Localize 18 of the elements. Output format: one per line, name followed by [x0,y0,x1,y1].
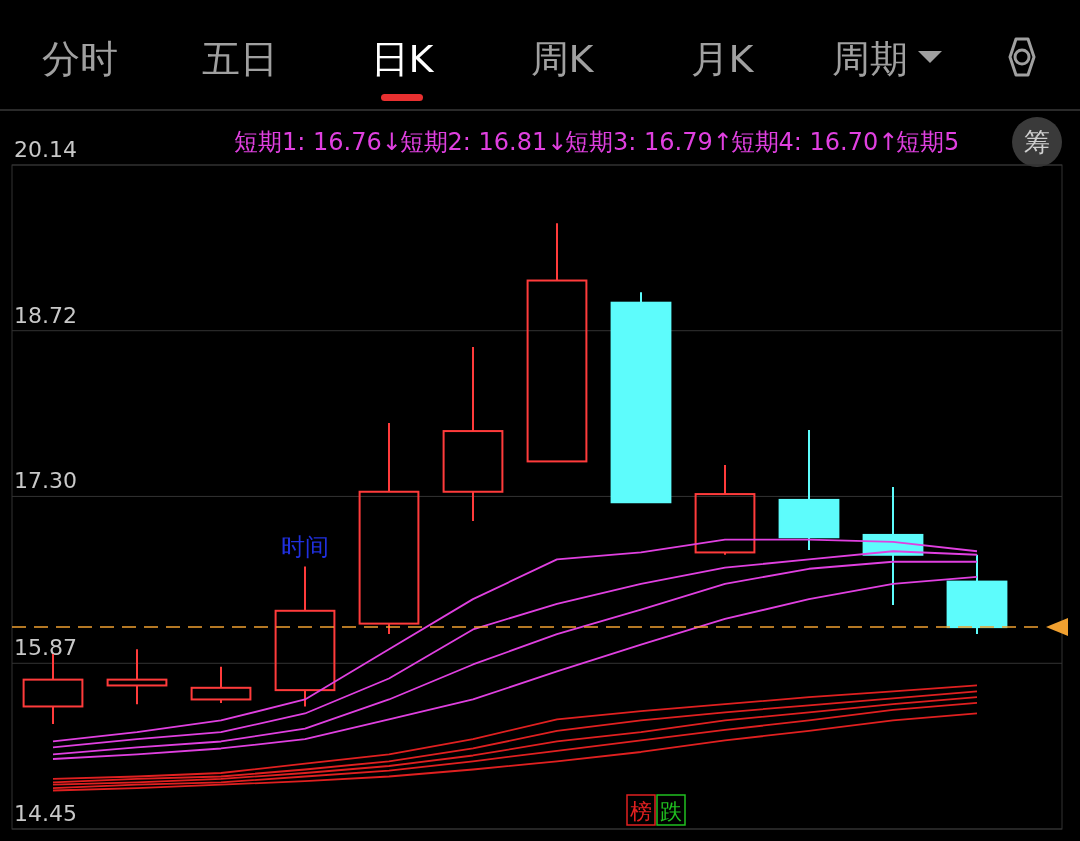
text: 周K [530,37,595,81]
text: 日K [370,37,435,81]
annotation: 时间 [281,533,329,561]
y-tick-label: 15.87 [14,635,77,661]
text: 周期 [832,37,908,81]
annotation: 跌 [660,799,682,824]
text: 筹 [1024,127,1050,157]
text: 五日 [202,37,278,81]
text: 分时 [42,37,118,81]
y-tick-label: 18.72 [14,302,77,328]
text: 短期1: 16.76↓ [234,128,402,156]
y-tick-label: 17.30 [14,468,77,494]
annotation: 榜 [630,799,652,824]
text: 月K [690,37,755,81]
text: 短期3: 16.79↑ [565,128,733,156]
text: 短期5 [896,128,960,156]
y-tick-label: 14.45 [14,801,77,826]
y-tick-label: 20.14 [14,137,77,162]
